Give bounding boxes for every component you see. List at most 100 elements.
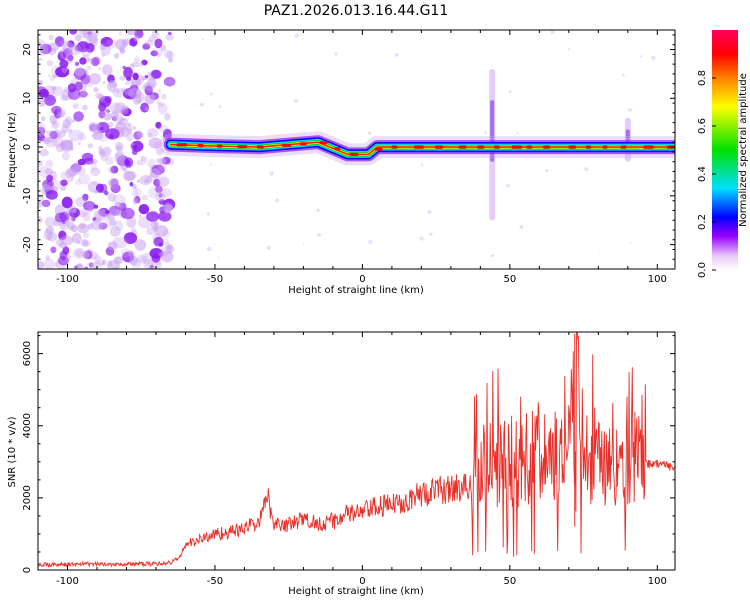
x-tick-label: -100	[56, 274, 79, 285]
noise-blob	[155, 191, 166, 202]
noise-speck	[490, 254, 494, 258]
noise-blob	[143, 178, 149, 184]
snr-frame	[37, 331, 676, 571]
noise-blob	[123, 232, 138, 245]
noise-blob	[82, 250, 90, 259]
noise-blob	[74, 265, 78, 269]
noise-blob	[158, 251, 165, 257]
noise-blob	[46, 129, 58, 139]
noise-speck	[199, 102, 204, 107]
noise-blob	[145, 175, 152, 183]
noise-blob	[115, 150, 125, 160]
noise-blob	[124, 123, 132, 132]
noise-blob	[93, 132, 99, 139]
noise-blob	[120, 248, 133, 258]
noise-blob	[144, 85, 153, 96]
noise-blob	[58, 130, 66, 138]
colorbar-tick-label: 0.6	[697, 118, 708, 134]
noise-blob	[129, 181, 134, 187]
noise-blob	[84, 157, 94, 165]
noise-blob	[65, 254, 72, 260]
noise-blob	[45, 130, 49, 134]
noise-blob	[60, 171, 69, 180]
noise-blob	[119, 48, 126, 55]
noise-blob	[38, 98, 46, 107]
noise-blob	[68, 43, 82, 56]
noise-blob	[92, 123, 103, 135]
noise-blob	[107, 193, 117, 202]
noise-blob	[157, 102, 164, 108]
noise-blob	[52, 86, 64, 96]
noise-blob	[91, 219, 103, 231]
noise-blob	[159, 206, 166, 214]
noise-blob	[78, 222, 86, 229]
noise-blob	[130, 80, 138, 88]
noise-blob	[74, 67, 86, 77]
noise-blob	[151, 69, 162, 79]
noise-blob	[149, 264, 154, 269]
noise-blob	[164, 112, 171, 121]
noise-blob	[109, 226, 121, 237]
noise-blob	[61, 196, 73, 209]
noise-blob	[145, 39, 154, 47]
noise-blob	[60, 235, 74, 246]
noise-blob	[156, 53, 161, 58]
x-tick-label: 100	[648, 576, 667, 587]
noise-blob	[147, 128, 159, 138]
noise-blob	[115, 142, 124, 151]
noise-blob	[45, 159, 54, 168]
noise-blob	[153, 46, 164, 57]
noise-blob	[125, 80, 131, 86]
noise-blob	[130, 227, 137, 233]
noise-blob	[92, 217, 97, 221]
ridge-hotspot	[413, 145, 424, 149]
noise-blob	[115, 38, 127, 50]
noise-blob	[56, 107, 67, 117]
noise-blob	[120, 126, 130, 138]
noise-speck	[484, 131, 487, 135]
noise-blob	[70, 47, 74, 51]
noise-blob	[137, 131, 144, 139]
noise-blob	[110, 165, 119, 174]
noise-blob	[133, 35, 139, 42]
noise-blob	[141, 160, 147, 166]
noise-blob	[39, 149, 49, 157]
x-tick-label: 50	[503, 274, 516, 285]
noise-blob	[67, 40, 75, 48]
noise-blob	[163, 238, 169, 244]
noise-speck	[368, 131, 372, 135]
noise-speck	[275, 198, 280, 203]
noise-blob	[46, 60, 54, 67]
noise-blob	[94, 189, 99, 194]
noise-blob	[135, 78, 142, 87]
spectrogram-frame	[37, 29, 676, 270]
noise-blob	[38, 202, 43, 209]
noise-blob	[56, 238, 65, 247]
noise-blob	[38, 88, 50, 98]
noise-speck	[651, 55, 656, 60]
noise-blob	[80, 48, 92, 57]
noise-blob	[123, 168, 127, 173]
noise-blob	[67, 174, 75, 183]
noise-blob	[97, 66, 102, 71]
noise-blob	[120, 87, 126, 93]
noise-blob	[161, 250, 174, 263]
noise-blob	[98, 102, 107, 112]
noise-blob	[43, 258, 55, 269]
noise-blob	[107, 80, 118, 93]
noise-blob	[112, 194, 126, 206]
noise-blob	[66, 207, 72, 214]
noise-blob	[44, 167, 54, 176]
noise-blob	[95, 92, 103, 99]
noise-blob	[64, 116, 73, 125]
snr-x-axis-label: Height of straight line (km)	[288, 586, 424, 597]
noise-blob	[115, 266, 119, 269]
noise-speck	[269, 171, 274, 176]
noise-blob	[67, 222, 75, 231]
noise-blob	[78, 90, 88, 98]
noise-blob	[148, 35, 156, 43]
noise-blob	[42, 183, 51, 191]
x-tick-label: 0	[359, 576, 365, 587]
noise-blob	[61, 41, 73, 52]
